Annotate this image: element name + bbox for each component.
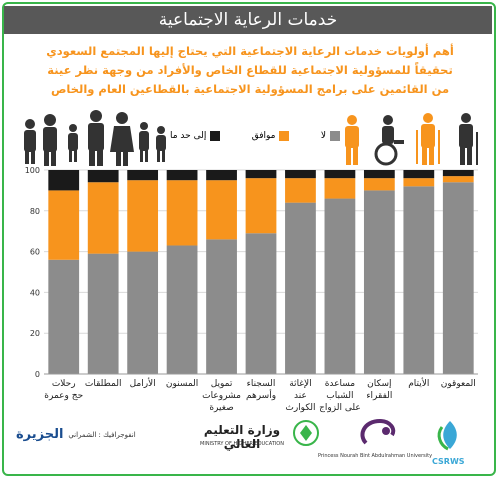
chart-legend: لا موافق إلى حد ما [170, 124, 340, 148]
x-tick-label-line: الكوارث [285, 403, 316, 413]
x-tick-label-line: الأيتام [408, 379, 430, 389]
bar-segment [166, 170, 198, 181]
x-tick-label-line: المسنون [165, 379, 199, 389]
university-logo-text: Princess Nourah Bint Abdulrahman Univers… [317, 453, 433, 459]
bar-segment [324, 198, 356, 374]
x-tick-label-line: عند [294, 391, 307, 401]
x-tick-label: المطلقات [80, 378, 126, 390]
x-tick-label-line: المطلقات [84, 379, 122, 389]
x-tick-label-line: مساعدة [324, 379, 356, 389]
ministry-logo-text-en: MINISTRY OF HIGHER EDUCATION [200, 441, 284, 447]
bar-segment [206, 170, 237, 181]
bar-segment [245, 178, 277, 234]
ministry-emblem-icon [293, 420, 319, 446]
bar-segment [363, 190, 395, 374]
csrws-logo-text: CSRWS [432, 457, 465, 466]
y-tick-label: 100 [25, 166, 40, 175]
x-tick-label-line: وأسرهم [245, 391, 277, 401]
legend-label: موافق [251, 131, 276, 141]
bar-segment [48, 190, 80, 260]
legend-swatch-black [210, 131, 221, 141]
bar-segment [127, 180, 159, 252]
x-tick-label-line: مشروعات [202, 391, 241, 401]
csrws-logo-icon [437, 421, 457, 451]
family-icon [24, 110, 166, 166]
x-tick-label-line: إسكان [367, 379, 392, 389]
footer-logos: CSRWS Princess Nourah Bint Abdulrahman U… [10, 415, 490, 470]
legend-swatch-orange [279, 131, 290, 141]
bar-segment [87, 253, 119, 374]
bar-segment [363, 170, 395, 179]
legend-item: موافق [252, 131, 290, 141]
bar-segment [403, 170, 435, 179]
x-tick-label: رحلات حج وعمرة [41, 378, 87, 402]
bar-segment [285, 202, 316, 374]
credit-text: انفوجرافيك : الشمراني [68, 431, 136, 439]
x-tick-label: الأرامل [120, 378, 166, 390]
x-tick-label-line: المعوقون [440, 379, 476, 389]
brand-logo: الجزيرة [16, 427, 64, 442]
y-tick-label: 40 [30, 288, 40, 297]
bar-segment [245, 233, 277, 374]
bar-segment [363, 178, 395, 191]
bar-segment [442, 182, 474, 374]
bar-segment [87, 170, 119, 183]
bar-segment [245, 170, 277, 179]
x-tick-label: المسنون [159, 378, 205, 390]
bar-segment [324, 178, 356, 199]
bar-segment [166, 245, 198, 374]
x-tick-label-line: رحلات [51, 379, 76, 389]
legend-item: إلى حد ما [170, 131, 221, 141]
intro-text: أهم أولويات خدمات الرعاية الاجتماعية الت… [20, 42, 480, 99]
bar-segment [442, 170, 474, 177]
x-tick-label-line: على الزواج [319, 403, 361, 413]
bar-segment [442, 176, 474, 183]
legend-label: لا [320, 131, 326, 141]
x-tick-label-line: السجناء [246, 379, 276, 389]
x-tick-label: تمويل مشروعات صغيرة [199, 378, 245, 414]
x-tick-label-line: الفقراء [366, 391, 393, 401]
bar-segment [48, 259, 80, 374]
ministry-logo-text: وزارة التعليم العالي [203, 423, 281, 451]
x-tick-label-line: الأرامل [129, 379, 156, 389]
bar-segment [127, 251, 159, 374]
x-tick-label-line: صغيرة [209, 403, 234, 413]
x-tick-label-line: تمويل [210, 379, 233, 389]
intro-line: من القائمين على برامج المسؤولية الاجتماع… [50, 82, 450, 96]
x-tick-label: الأيتام [396, 378, 442, 390]
y-tick-label: 0 [35, 370, 40, 377]
university-logo-icon [360, 418, 396, 445]
people-with-disabilities-icon [345, 113, 478, 166]
intro-line: أهم أولويات خدمات الرعاية الاجتماعية الت… [46, 44, 454, 58]
stacked-bar-chart: 0 20 40 60 80 100 [25, 166, 478, 377]
bar-segment [48, 170, 80, 191]
legend-item: لا [321, 131, 340, 141]
x-tick-label-line: الإغاثة [289, 379, 312, 389]
x-tick-label: مساعدة الشباب على الزواج [317, 378, 363, 414]
y-tick-label: 80 [30, 207, 40, 216]
bar-segment [285, 170, 316, 179]
bar-segment [285, 178, 316, 203]
y-tick-label: 60 [30, 248, 40, 257]
legend-label: إلى حد ما [170, 131, 207, 141]
x-tick-label-line: حج وعمرة [44, 391, 84, 401]
y-tick-label: 20 [30, 329, 40, 338]
x-tick-label: إسكان الفقراء [356, 378, 402, 402]
bar-segment [166, 180, 198, 246]
intro-line: تحقيقاً للمسؤولية الاجتماعية للقطاع الخا… [47, 63, 453, 77]
bar-segment [87, 182, 119, 254]
x-tick-label: المعوقون [435, 378, 481, 390]
bar-segment [127, 170, 159, 181]
x-tick-label: الإغاثة عند الكوارث [277, 378, 323, 414]
legend-swatch-gray [330, 131, 340, 141]
x-tick-label: السجناء وأسرهم [238, 378, 284, 402]
bar-segment [206, 180, 237, 240]
bar-segment [403, 178, 435, 187]
bar-segment [206, 239, 237, 374]
bar-segment [403, 186, 435, 374]
page-title: خدمات الرعاية الاجتماعية [4, 6, 492, 34]
x-tick-label-line: الشباب [326, 391, 354, 401]
bar-segment [324, 170, 356, 179]
